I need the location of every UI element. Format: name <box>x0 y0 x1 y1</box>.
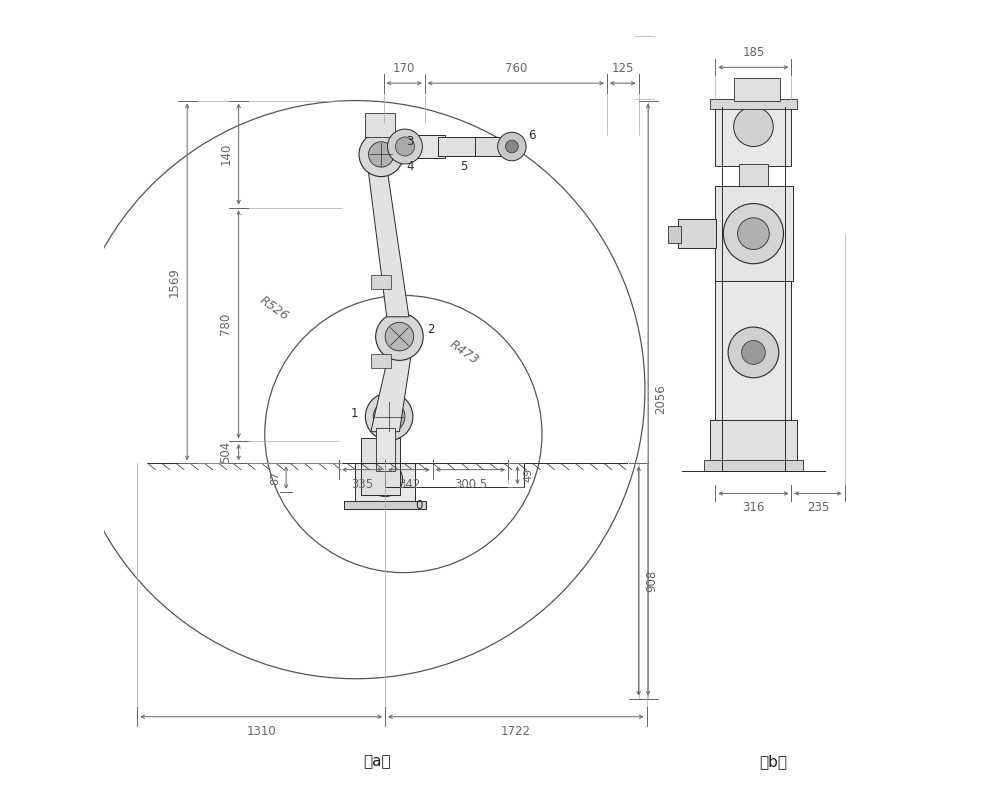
FancyBboxPatch shape <box>371 275 391 289</box>
Circle shape <box>506 140 518 153</box>
FancyBboxPatch shape <box>475 137 518 156</box>
Text: 49: 49 <box>524 468 534 482</box>
FancyBboxPatch shape <box>376 428 395 471</box>
Text: （b）: （b） <box>759 755 787 769</box>
Text: 760: 760 <box>505 63 527 75</box>
FancyBboxPatch shape <box>734 78 780 101</box>
FancyBboxPatch shape <box>715 107 791 166</box>
Text: 170: 170 <box>393 63 415 75</box>
Text: 908: 908 <box>645 569 658 592</box>
Circle shape <box>728 327 779 378</box>
FancyBboxPatch shape <box>399 135 445 158</box>
Text: 780: 780 <box>219 313 232 336</box>
Circle shape <box>742 341 765 364</box>
Text: 335: 335 <box>351 478 373 490</box>
Text: 4: 4 <box>407 160 414 173</box>
Text: 1569: 1569 <box>168 267 181 297</box>
Text: 1310: 1310 <box>246 725 276 737</box>
Text: 6: 6 <box>528 128 535 142</box>
FancyBboxPatch shape <box>715 186 793 281</box>
Text: 3: 3 <box>407 135 414 148</box>
Circle shape <box>498 132 526 161</box>
Text: 125: 125 <box>612 63 634 75</box>
FancyBboxPatch shape <box>704 460 803 471</box>
Text: 1: 1 <box>351 406 359 420</box>
Text: R526: R526 <box>257 294 291 324</box>
Text: （a）: （a） <box>363 755 391 769</box>
Circle shape <box>734 107 773 147</box>
Text: 140: 140 <box>219 143 232 166</box>
Circle shape <box>395 137 414 156</box>
FancyBboxPatch shape <box>668 226 681 243</box>
Text: 316: 316 <box>742 501 765 514</box>
Polygon shape <box>368 166 409 317</box>
Text: 87: 87 <box>270 470 280 485</box>
Circle shape <box>365 393 413 440</box>
Circle shape <box>369 142 394 167</box>
FancyBboxPatch shape <box>371 354 391 368</box>
Circle shape <box>376 313 423 360</box>
Text: 185: 185 <box>742 47 765 59</box>
Circle shape <box>373 401 405 432</box>
Text: 2056: 2056 <box>654 385 667 414</box>
Circle shape <box>385 322 414 351</box>
FancyBboxPatch shape <box>678 219 716 248</box>
FancyBboxPatch shape <box>365 113 395 137</box>
Text: 504: 504 <box>219 441 232 463</box>
Text: R473: R473 <box>447 337 481 367</box>
Circle shape <box>377 471 393 487</box>
Circle shape <box>359 132 403 177</box>
Text: 5: 5 <box>460 160 468 173</box>
Circle shape <box>738 218 769 249</box>
Circle shape <box>368 462 403 497</box>
FancyBboxPatch shape <box>710 99 797 109</box>
Text: 1722: 1722 <box>501 725 531 737</box>
FancyBboxPatch shape <box>344 501 426 509</box>
Circle shape <box>723 204 784 264</box>
FancyBboxPatch shape <box>361 438 400 495</box>
Circle shape <box>388 129 422 164</box>
FancyBboxPatch shape <box>438 137 476 156</box>
FancyBboxPatch shape <box>739 164 768 186</box>
FancyBboxPatch shape <box>710 420 797 463</box>
Text: 342: 342 <box>398 478 420 490</box>
Text: 300.5: 300.5 <box>454 478 487 490</box>
FancyBboxPatch shape <box>715 281 791 424</box>
Text: 235: 235 <box>807 501 829 514</box>
Text: 2: 2 <box>427 322 435 336</box>
Text: 0: 0 <box>415 499 423 512</box>
Polygon shape <box>371 348 412 432</box>
FancyBboxPatch shape <box>355 463 415 505</box>
